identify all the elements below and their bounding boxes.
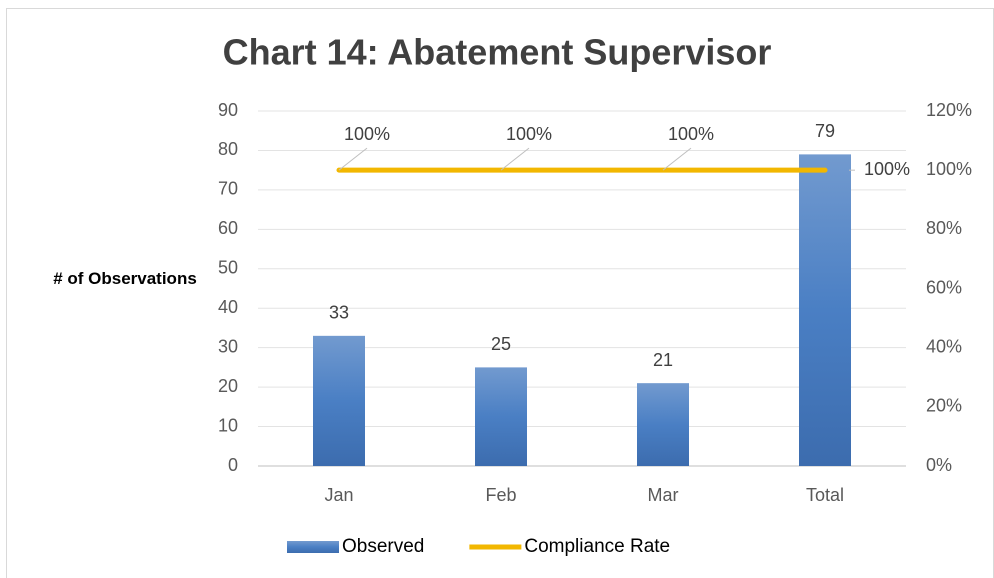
y-tick-label: 60 [218,218,238,238]
data-label: 100% [344,124,390,144]
y-tick-label: 70 [218,179,238,199]
leader-line [500,147,530,171]
y-tick-label: 30 [218,336,238,356]
legend-swatch [287,541,339,553]
data-label: 79 [815,121,835,141]
y-axis-label: # of Observations [53,269,197,288]
bar [313,335,365,466]
y2-tick-label: 120% [926,100,972,120]
y2-tick-label: 0% [926,455,952,475]
x-tick-label: Mar [648,485,679,505]
x-tick-label: Total [806,485,844,505]
data-label: 25 [491,334,511,354]
y-tick-label: 80 [218,139,238,159]
y-tick-label: 20 [218,376,238,396]
data-label: 21 [653,350,673,370]
y2-tick-label: 20% [926,396,962,416]
chart-title: Chart 14: Abatement Supervisor [223,32,772,73]
leader-line [662,147,692,171]
y-tick-label: 90 [218,100,238,120]
data-label: 100% [506,124,552,144]
y2-tick-label: 60% [926,277,962,297]
y-tick-label: 40 [218,297,238,317]
bar [475,367,527,466]
legend-label: Compliance Rate [524,536,670,557]
legend-label: Observed [342,536,424,557]
y2-tick-label: 40% [926,336,962,356]
y-tick-label: 10 [218,415,238,435]
data-label: 100% [668,124,714,144]
x-tick-label: Jan [324,485,353,505]
data-label: 33 [329,303,349,323]
bar [637,383,689,466]
x-tick-label: Feb [485,485,516,505]
bar [799,154,851,466]
y2-tick-label: 100% [926,159,972,179]
leader-line [338,147,368,171]
y2-tick-label: 80% [926,218,962,238]
data-label: 100% [864,159,910,179]
y-tick-label: 50 [218,258,238,278]
y-tick-label: 0 [228,455,238,475]
